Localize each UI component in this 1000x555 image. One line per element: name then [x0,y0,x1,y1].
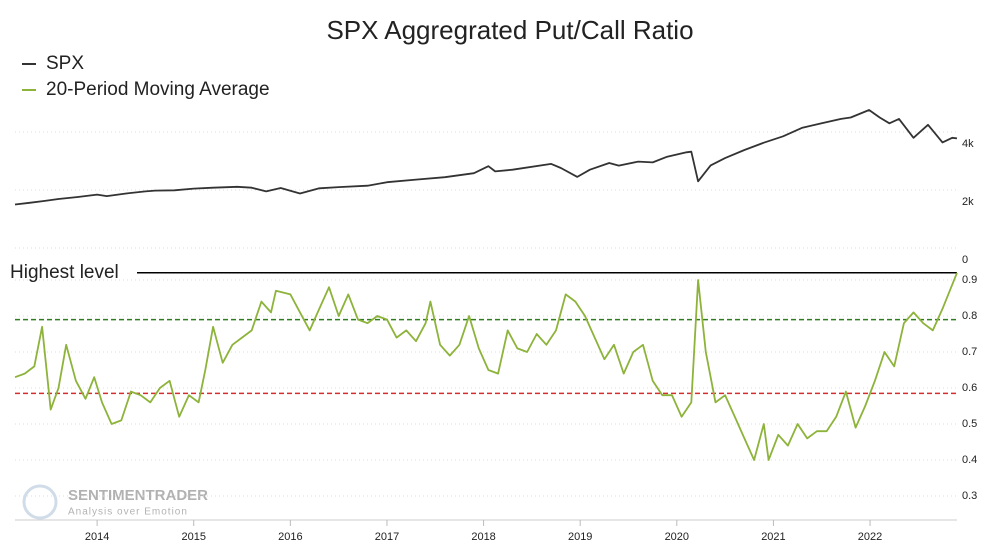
y-tick-label: 0 [962,254,968,266]
x-tick-label: 2018 [471,531,495,543]
chart-title: SPX Aggregrated Put/Call Ratio [326,15,693,45]
x-tick-label: 2019 [568,531,592,543]
watermark-name: SENTIMENTRADER [68,487,208,504]
annotation: Highest level [10,262,119,283]
x-tick-label: 2017 [375,531,399,543]
x-tick-label: 2014 [85,531,109,543]
watermark-tagline: Analysis over Emotion [68,507,188,518]
y-tick-label: 0.8 [962,310,977,322]
legend-label: 20-Period Moving Average [46,79,270,100]
series-line [14,109,958,206]
series-line [14,272,958,461]
x-tick-label: 2021 [761,531,785,543]
x-tick-label: 2022 [858,531,882,543]
y-tick-label: 0.5 [962,418,977,430]
x-tick-label: 2016 [278,531,302,543]
y-tick-label: 4k [962,138,974,150]
y-tick-label: 0.6 [962,382,977,394]
y-tick-label: 0.7 [962,346,977,358]
legend-label: SPX [46,53,84,74]
x-tick-label: 2020 [665,531,689,543]
y-tick-label: 2k [962,196,974,208]
watermark-icon [22,484,58,520]
y-tick-label: 0.4 [962,454,977,466]
watermark: SENTIMENTRADER Analysis over Emotion [22,484,208,520]
x-tick-label: 2015 [181,531,205,543]
y-tick-label: 0.9 [962,274,977,286]
y-tick-label: 0.3 [962,490,977,502]
